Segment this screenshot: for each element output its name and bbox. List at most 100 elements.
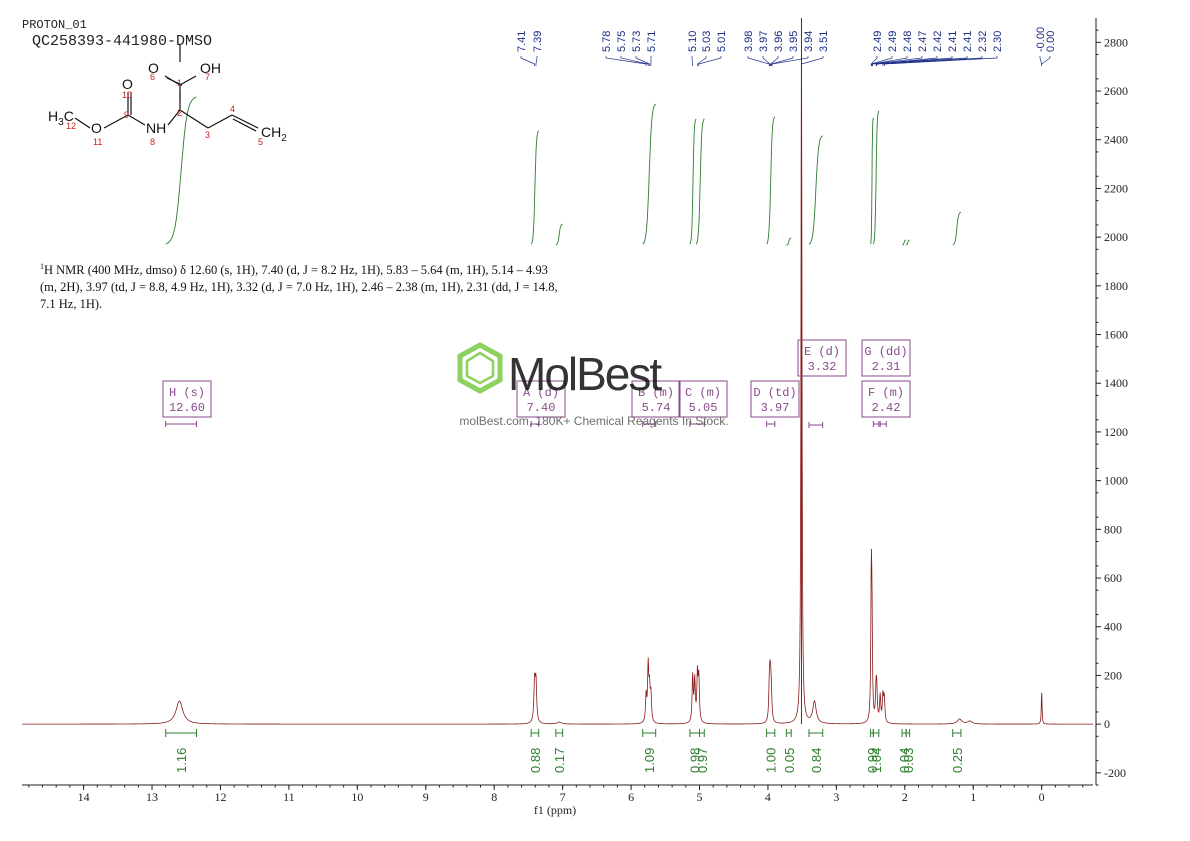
peak-label: 2.49 — [887, 31, 899, 52]
peak-label: 5.03 — [701, 31, 713, 52]
atom-number: 9 — [124, 110, 129, 120]
x-tick-label: 1 — [970, 790, 976, 804]
integral-curve — [555, 223, 563, 246]
multiplet-box — [861, 339, 911, 377]
x-axis-label: f1 (ppm) — [534, 803, 576, 817]
peak-label: 5.75 — [616, 31, 628, 52]
peak-label: 2.30 — [992, 31, 1004, 52]
multiplet-boxes: H (s)12.60 A (d)7.40 B (m)5.74 C (m)5.05 D (… — [162, 339, 911, 428]
peak-label-connector — [1041, 56, 1051, 66]
peak-label-connector — [747, 56, 770, 66]
nmr-line-1-text: H NMR (400 MHz, dmso) δ 12.60 (s, 1H), 7… — [44, 263, 548, 278]
y-tick-label: 1000 — [1104, 474, 1128, 488]
integral-value: 0.84 — [809, 748, 824, 773]
atom-label-oh7: OH — [200, 60, 221, 76]
multiplet-name: B (m) — [638, 386, 674, 400]
x-tick-label: 0 — [1039, 790, 1045, 804]
atom-number: 4 — [230, 104, 235, 114]
peak-label: 2.42 — [932, 31, 944, 52]
peak-label: 7.41 — [516, 31, 528, 52]
y-tick-label: 2800 — [1104, 35, 1128, 49]
integral-curve — [786, 237, 792, 246]
multiplet-name: D (td) — [753, 386, 796, 400]
atom-number: 11 — [93, 137, 102, 147]
multiplet-name: G (dd) — [864, 345, 907, 359]
multiplet-shift: 2.42 — [872, 401, 901, 415]
peak-label: 2.47 — [917, 31, 929, 52]
integral-curve — [530, 130, 540, 245]
peak-label: 2.32 — [977, 31, 989, 52]
atom-number: 6 — [150, 72, 155, 82]
integral-curve — [808, 135, 823, 245]
peak-label: 2.49 — [872, 31, 884, 52]
peak-label: 3.98 — [743, 31, 755, 52]
multiplet-box — [750, 380, 800, 418]
atom-label-o10: O — [122, 76, 133, 92]
peak-label-connector — [882, 56, 983, 66]
peak-label: 3.96 — [773, 31, 785, 52]
integral-curve — [905, 239, 910, 246]
peak-label-connector — [872, 56, 923, 66]
integral-curve — [870, 117, 874, 245]
multiplet-box — [861, 380, 911, 418]
peak-label-connector — [876, 56, 968, 66]
peak-label-connector — [771, 56, 809, 66]
peak-labels: 7.41 7.39 5.78 5.75 5.73 5.71 5.10 5.03 5.01 3.98… — [516, 27, 1057, 66]
peak-label: 3.94 — [803, 31, 815, 52]
peak-label-connector — [771, 56, 794, 66]
multiplet-shift: 3.97 — [761, 401, 790, 415]
nmr-line-2: (m, 2H), 3.97 (td, J = 8.8, 4.9 Hz, 1H),… — [40, 280, 558, 295]
multiplet-shift: 3.32 — [808, 360, 837, 374]
integral-value: 0.25 — [950, 748, 965, 773]
watermark: MolBest molBest.com, 180K+ Chemical Reag… — [457, 342, 729, 428]
integral-value: 0.03 — [901, 748, 916, 773]
integral-curve — [872, 110, 880, 245]
multiplet-shift: 7.40 — [527, 401, 556, 415]
multiplet-box — [678, 380, 728, 418]
benzene-logo-inner — [465, 351, 495, 385]
watermark-brand: MolBest — [508, 348, 662, 400]
peak-label: 3.95 — [788, 31, 800, 52]
peak-label-connector — [691, 56, 694, 66]
peak-label: 3.97 — [758, 31, 770, 52]
atom-number: 10 — [122, 90, 132, 100]
structure-labels: O OH H3C O NH CH2 O — [48, 60, 287, 144]
integral-value: 1.16 — [174, 748, 189, 773]
sample-name: QC258393-441980-DMSO — [32, 33, 213, 50]
integral-value: 0.99 — [865, 748, 880, 773]
atom-label-o11: O — [91, 120, 102, 136]
y-tick-label: 2200 — [1104, 181, 1128, 195]
atom-number: 5 — [258, 137, 263, 147]
atom-number: 7 — [205, 72, 210, 82]
integral-curves — [165, 18, 962, 725]
multiplet-box — [797, 339, 847, 377]
peak-label-connector — [801, 56, 824, 66]
atom-number: 3 — [205, 130, 210, 140]
integral-bars: 1.16 0.88 0.17 1.09 0.980.97 1.00 0.05 0.84 0.99… — [165, 729, 965, 773]
integral-curve — [766, 116, 776, 245]
peak-label-connector — [870, 56, 893, 66]
peak-label: 5.01 — [716, 31, 728, 52]
sample-id: PROTON_01 — [22, 18, 87, 32]
y-tick-label: 2400 — [1104, 133, 1128, 147]
multiplet-name: H (s) — [169, 386, 205, 400]
x-tick-label: 14 — [78, 790, 90, 804]
y-tick-label: 400 — [1104, 620, 1122, 634]
peak-label-connector — [620, 56, 649, 66]
x-tick-label: 13 — [146, 790, 158, 804]
peak-label: 0.00 — [1045, 31, 1057, 52]
peak-label: -0.00 — [1035, 27, 1047, 52]
nmr-superscript: 1 — [40, 262, 44, 271]
watermark-tagline: molBest.com, 180K+ Chemical Reagents In … — [459, 414, 728, 428]
x-tick-label: 2 — [902, 790, 908, 804]
y-tick-label: 1400 — [1104, 376, 1128, 390]
y-tick-label: 800 — [1104, 522, 1122, 536]
peak-label: 5.71 — [646, 31, 658, 52]
peak-label: 7.39 — [532, 31, 544, 52]
y-tick-label: 200 — [1104, 668, 1122, 682]
atom-number: 8 — [150, 137, 155, 147]
integral-value: 0.17 — [552, 748, 567, 773]
nmr-description: 1H NMR (400 MHz, dmso) δ 12.60 (s, 1H), … — [40, 258, 600, 313]
x-tick-label: 11 — [283, 790, 295, 804]
atom-number: 12 — [66, 121, 76, 131]
